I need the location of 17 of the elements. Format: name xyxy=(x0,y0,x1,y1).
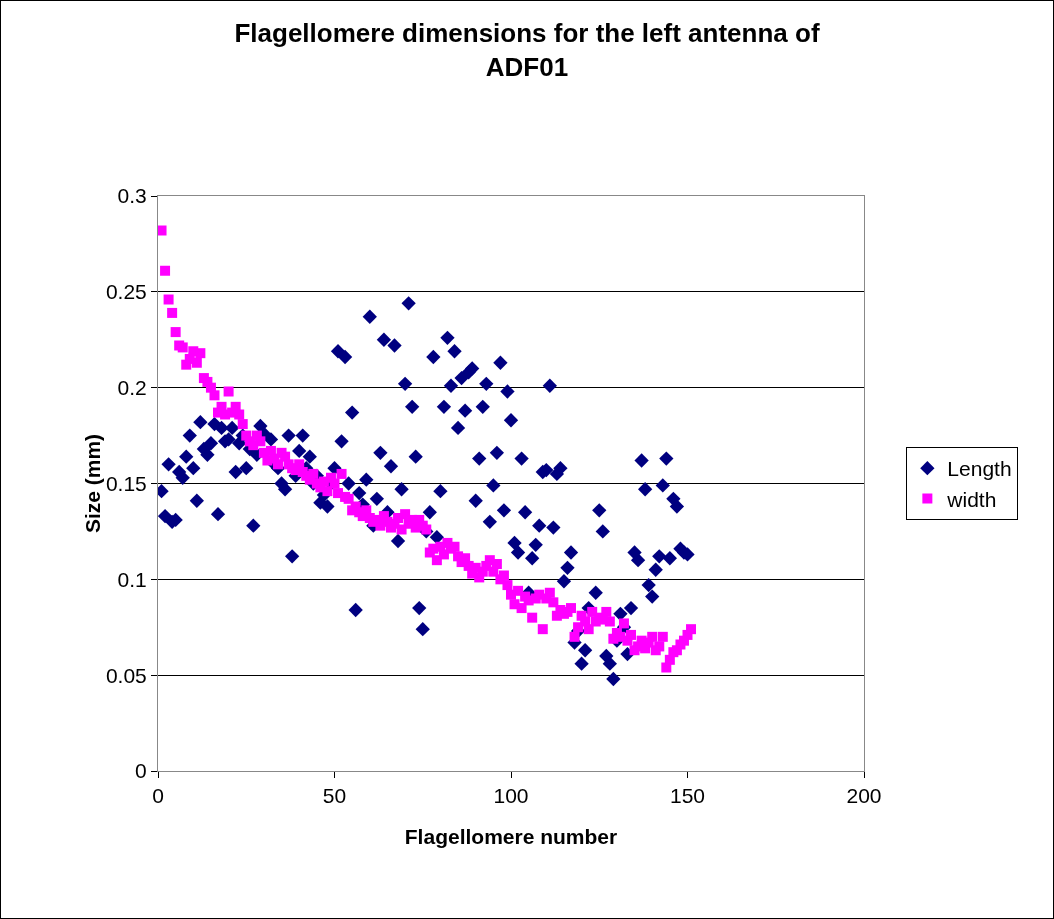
y-tick-label: 0 xyxy=(135,759,147,783)
legend-label: Length xyxy=(947,457,1012,481)
y-tick-label: 0.15 xyxy=(105,471,147,495)
x-axis-title: Flagellomere number xyxy=(404,825,618,848)
x-tick-label: 50 xyxy=(322,784,347,808)
y-tick-label: 0.2 xyxy=(117,376,147,400)
x-tick-label: 200 xyxy=(846,784,882,808)
legend-label: width xyxy=(946,487,997,511)
x-tick-label: 100 xyxy=(493,784,529,808)
x-tick-label: 150 xyxy=(669,784,706,808)
y-tick-label: 0.05 xyxy=(105,663,147,687)
y-tick-label: 0.25 xyxy=(105,280,147,304)
y-tick-label: 0.1 xyxy=(117,567,147,591)
x-tick-label: 0 xyxy=(152,784,164,808)
chart-title: Flagellomere dimensions for the left antenna of ADF01 xyxy=(234,18,820,83)
y-axis-title: Size (mm) xyxy=(80,433,104,534)
y-tick-label: 0.3 xyxy=(117,184,147,208)
